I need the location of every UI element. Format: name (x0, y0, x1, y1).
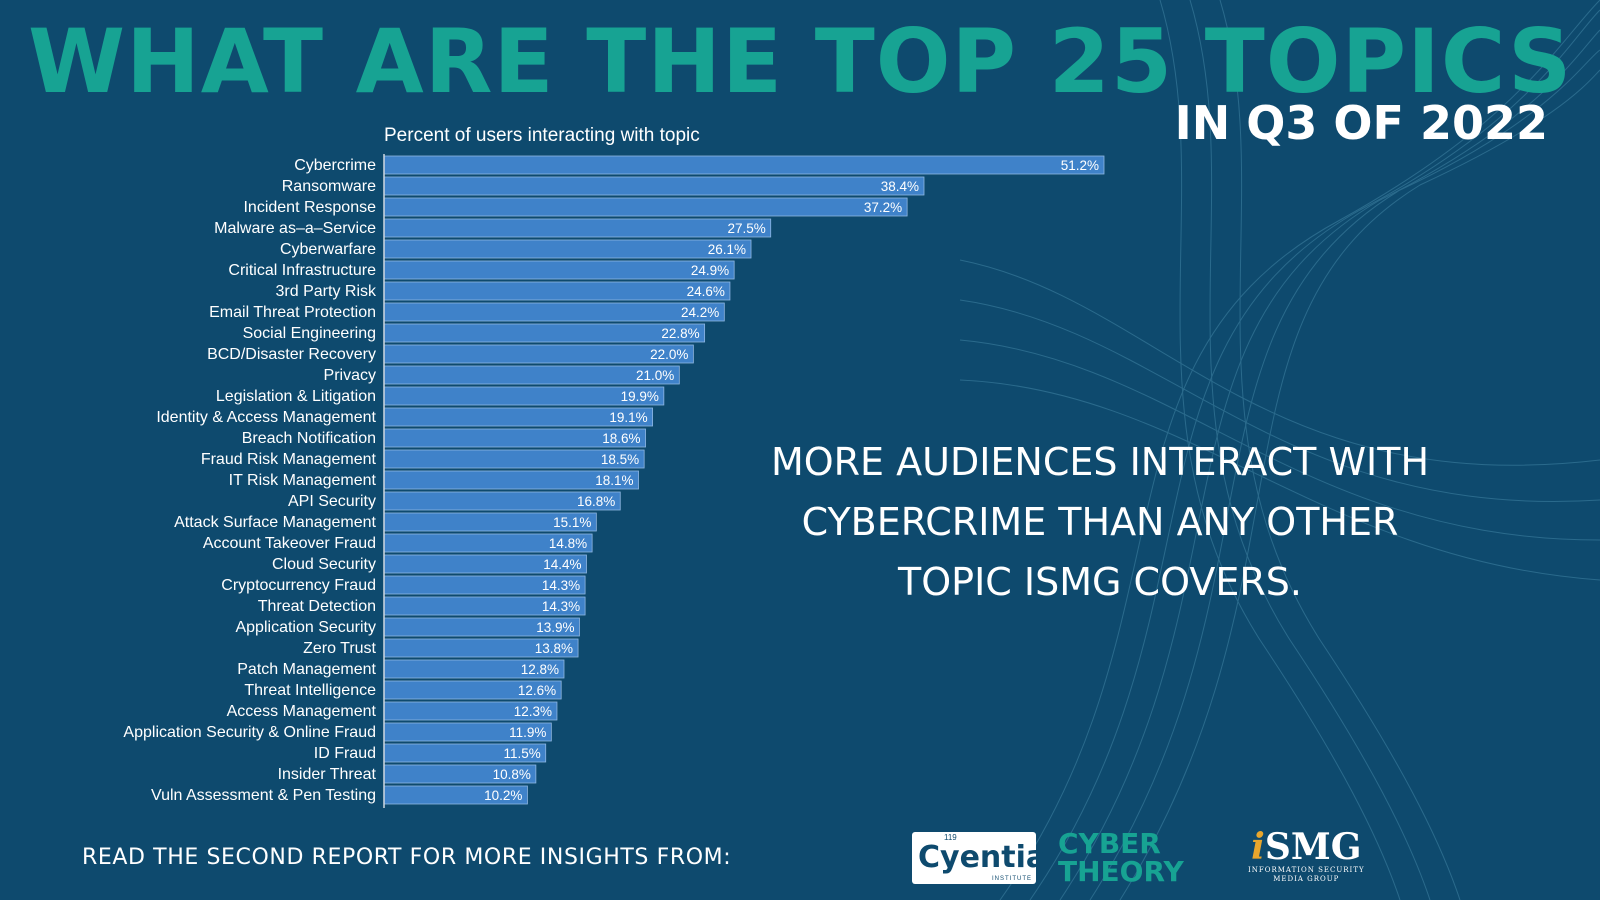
callout-text: MORE AUDIENCES INTERACT WITH CYBERCRIME … (770, 440, 1430, 604)
data-label: 18.1% (595, 473, 633, 488)
cyentia-logo-word: Cyentia (918, 840, 1047, 875)
category-label: Identity & Access Management (156, 409, 376, 426)
data-label: 12.3% (514, 704, 552, 719)
bar (383, 302, 725, 322)
page-title: WHAT ARE THE TOP 25 TOPICS (28, 10, 1573, 113)
ismg-logo-sub2: MEDIA GROUP (1273, 875, 1340, 883)
bars-group: Cybercrime 51.2% Ransomware 38.4% Incident R… (123, 155, 1105, 805)
cyentia-logo-number: 119 (944, 833, 957, 842)
bar (383, 197, 908, 217)
category-label: Threat Intelligence (244, 682, 376, 699)
data-label: 12.8% (521, 662, 559, 677)
category-label: Zero Trust (303, 640, 376, 657)
category-label: API Security (288, 493, 376, 510)
cybertheory-logo: CYBER THEORY (1058, 830, 1184, 886)
data-label: 27.5% (727, 221, 765, 236)
category-label: Fraud Risk Management (201, 451, 377, 468)
data-label: 26.1% (708, 242, 746, 257)
category-label: Email Threat Protection (209, 304, 376, 321)
bar (383, 176, 925, 196)
cybertheory-logo-line1: CYBER (1058, 827, 1161, 860)
data-label: 13.8% (535, 641, 573, 656)
bar (383, 260, 735, 280)
cyentia-logo-sub: INSTITUTE (992, 876, 1032, 882)
data-label: 12.6% (518, 683, 556, 698)
data-label: 18.5% (601, 452, 639, 467)
data-label: 38.4% (881, 179, 919, 194)
data-label: 14.3% (542, 599, 580, 614)
category-label: Cloud Security (272, 556, 376, 573)
data-label: 14.3% (542, 578, 580, 593)
data-label: 37.2% (864, 200, 902, 215)
data-label: 10.2% (484, 788, 522, 803)
category-label: Threat Detection (258, 598, 376, 615)
category-label: Patch Management (237, 661, 376, 678)
background-wave-art (960, 0, 1600, 900)
category-label: Application Security & Online Fraud (123, 724, 376, 741)
ismg-logo: iSMG INFORMATION SECURITY MEDIA GROUP (1248, 828, 1365, 884)
category-label: Critical Infrastructure (228, 262, 376, 279)
category-label: Access Management (227, 703, 377, 720)
category-label: 3rd Party Risk (276, 283, 377, 300)
cyentia-logo: 119 Cyentia INSTITUTE (912, 832, 1046, 884)
category-label: Cyberwarfare (280, 241, 376, 258)
data-label: 14.4% (543, 557, 581, 572)
bar (383, 281, 731, 301)
ismg-logo-sub1: INFORMATION SECURITY (1248, 866, 1365, 874)
category-label: BCD/Disaster Recovery (207, 346, 376, 363)
category-label: Cryptocurrency Fraud (221, 577, 376, 594)
bar (383, 365, 680, 385)
data-label: 22.0% (650, 347, 688, 362)
category-label: Social Engineering (243, 325, 376, 342)
bar (383, 218, 772, 238)
bar (383, 323, 706, 343)
data-label: 51.2% (1061, 158, 1099, 173)
bar (383, 239, 752, 259)
data-label: 22.8% (661, 326, 699, 341)
category-label: Malware as–a–Service (214, 220, 376, 237)
data-label: 14.8% (549, 536, 587, 551)
data-label: 24.9% (691, 263, 729, 278)
data-label: 15.1% (553, 515, 591, 530)
data-label: 21.0% (636, 368, 674, 383)
data-label: 11.9% (509, 725, 546, 740)
data-label: 19.9% (621, 389, 659, 404)
cybertheory-logo-line2: THEORY (1058, 855, 1184, 888)
data-label: 19.1% (609, 410, 647, 425)
ismg-logo-word: SMG (1264, 826, 1362, 868)
category-label: ID Fraud (314, 745, 376, 762)
data-label: 24.2% (681, 305, 719, 320)
bar (383, 155, 1105, 175)
data-label: 11.5% (503, 746, 540, 761)
category-label: Attack Surface Management (174, 514, 376, 531)
category-label: Breach Notification (242, 430, 376, 447)
data-label: 24.6% (687, 284, 725, 299)
footer-text: READ THE SECOND REPORT FOR MORE INSIGHTS… (82, 845, 732, 870)
category-label: Ransomware (282, 178, 376, 195)
data-label: 13.9% (536, 620, 574, 635)
category-label: Legislation & Litigation (216, 388, 376, 405)
page-subtitle: IN Q3 OF 2022 (1174, 96, 1548, 150)
category-label: Privacy (324, 367, 376, 384)
category-label: Application Security (235, 619, 376, 636)
chart-title: Percent of users interacting with topic (384, 125, 700, 146)
ismg-logo-i: i (1251, 826, 1265, 868)
category-label: Insider Threat (278, 766, 377, 783)
data-label: 18.6% (602, 431, 640, 446)
category-label: Vuln Assessment & Pen Testing (151, 787, 376, 804)
data-label: 16.8% (577, 494, 615, 509)
data-label: 10.8% (493, 767, 531, 782)
bar (383, 344, 694, 364)
category-label: IT Risk Management (229, 472, 377, 489)
category-label: Account Takeover Fraud (203, 535, 376, 552)
category-label: Cybercrime (294, 157, 376, 174)
category-label: Incident Response (243, 199, 376, 216)
